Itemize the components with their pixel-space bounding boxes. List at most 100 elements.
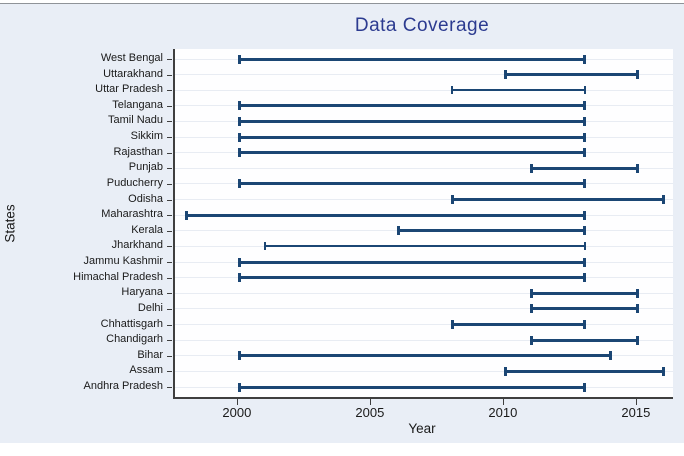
range-start-cap [237,382,241,392]
range-start-cap [530,163,534,173]
y-tick-mark [167,277,172,279]
range-bar [238,385,585,389]
y-axis-title: States [2,204,18,243]
range-start-cap [237,101,241,111]
range-bar [531,166,638,170]
x-axis-title: Year [408,421,436,436]
state-tick-label: Delhi [137,301,163,314]
range-start-cap [237,273,241,283]
range-start-cap [530,288,534,298]
state-tick-label: Haryana [121,286,163,299]
range-bar [238,354,612,358]
range-bar [238,182,585,186]
state-tick-label: Rajasthan [113,145,163,158]
range-end-cap [583,86,586,95]
y-tick-mark [167,355,172,357]
x-tick-mark [502,399,505,405]
range-start-cap [237,148,241,158]
y-tick-mark [167,152,172,154]
row-gridline [175,324,673,326]
y-tick-mark [167,121,172,123]
range-start-cap [450,86,453,95]
y-tick-mark [167,74,172,76]
y-tick-mark [167,199,172,201]
range-start-cap [237,257,241,267]
range-end-cap [582,273,586,283]
row-gridline [175,74,673,76]
state-tick-label: Telangana [112,98,163,111]
range-end-cap [635,304,639,314]
y-tick-mark [167,137,172,139]
graph-background-panel: Data Coverage West Bengal Uttarakhand Utta… [0,3,684,443]
state-tick-label: Punjab [128,161,163,174]
range-bar [238,104,585,108]
row-gridline [175,167,673,169]
range-end-cap [582,116,586,126]
x-tick-label: 2000 [222,405,252,420]
state-tick-label: Uttarakhand [103,67,163,80]
y-tick-mark [167,308,172,310]
row-gridline [175,199,673,201]
state-tick-label: Odisha [128,192,163,205]
y-tick-mark [167,262,172,264]
range-start-cap [397,226,401,236]
range-end-cap [582,101,586,111]
range-bar [398,229,585,233]
range-bar [238,260,585,264]
range-start-cap [503,366,507,376]
range-end-cap [582,148,586,158]
range-end-cap [635,163,639,173]
y-tick-mark [167,293,172,295]
state-tick-label: Andhra Pradesh [83,380,164,392]
y-tick-mark [167,371,172,373]
state-tick-label: Jammu Kashmir [83,255,163,268]
range-bar [531,307,638,311]
range-bar [504,73,638,77]
x-tick-label: 2005 [355,405,385,420]
x-tick-label: 2015 [621,405,651,420]
row-gridline [175,339,673,341]
range-end-cap [662,366,666,376]
y-tick-mark [167,324,172,326]
range-start-cap [450,195,454,205]
x-tick-mark [236,399,239,405]
range-end-cap [635,335,639,345]
state-tick-label: West Bengal [100,52,163,64]
range-bar [238,135,585,139]
range-start-cap [530,304,534,314]
range-bar [238,119,585,123]
range-end-cap [582,132,586,142]
range-end-cap [609,351,613,361]
y-tick-mark [167,59,172,60]
y-tick-mark [167,105,172,107]
x-tick-mark [369,399,372,405]
range-end-cap [583,242,586,251]
state-tick-label: Tamil Nadu [107,114,163,127]
range-start-cap [237,132,241,142]
y-tick-mark [167,246,172,248]
range-bar [451,89,585,92]
range-bar [451,323,585,327]
range-end-cap [582,320,586,330]
range-end-cap [635,70,639,80]
range-start-cap [237,54,241,64]
range-bar [451,198,665,202]
range-bar [504,369,665,373]
range-bar [185,213,585,217]
state-tick-label: Chandigarh [106,333,163,346]
plot-area [173,49,673,399]
state-tick-label: Puducherry [106,176,163,189]
range-bar [238,151,585,155]
state-tick-label: Sikkim [130,130,163,143]
chart-title: Data Coverage [354,15,490,36]
state-tick-label: Maharashtra [101,208,163,221]
range-end-cap [582,54,586,64]
state-tick-label: Assam [129,364,163,377]
y-tick-mark [167,90,172,92]
x-tick-mark [635,399,638,405]
row-gridline [175,292,673,294]
range-start-cap [237,116,241,126]
state-tick-label: Bihar [137,348,163,361]
range-start-cap [237,179,241,189]
range-bar [238,57,585,61]
